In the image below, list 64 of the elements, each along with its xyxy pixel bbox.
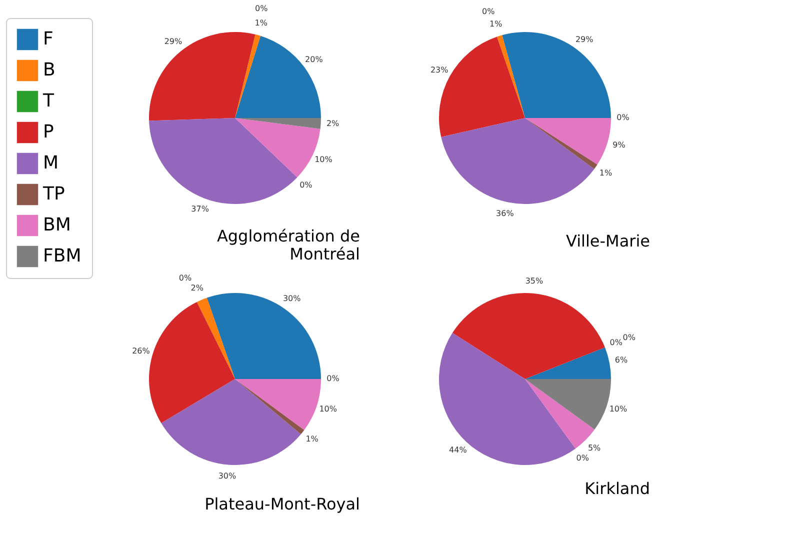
- data-label: 37%: [191, 204, 210, 214]
- pie-slice: [496, 35, 525, 118]
- pie-slice: [235, 118, 321, 129]
- text: 0%: [482, 7, 495, 16]
- data-label: 20%: [305, 54, 324, 64]
- pie-slice: [452, 293, 605, 379]
- pie-slice: [161, 379, 301, 465]
- pie-slice: [206, 293, 321, 379]
- data-label: 6%: [614, 356, 628, 365]
- data-label: 1%: [306, 434, 319, 444]
- pie-slice: [235, 36, 321, 118]
- legend-label: FBM: [43, 246, 82, 266]
- pie-slice: [525, 379, 611, 430]
- text: Plateau-Mont-Royal: [204, 494, 360, 514]
- text: Kirkland: [584, 479, 650, 498]
- data-label: 1%: [490, 19, 503, 28]
- data-label: 2%: [190, 284, 204, 293]
- pie-slice: [235, 34, 261, 118]
- data-label: 1%: [599, 168, 612, 178]
- data-label: 30%: [282, 294, 302, 304]
- data-label: 1%: [254, 18, 268, 28]
- data-label: 10%: [314, 155, 333, 164]
- legend-label: B: [43, 60, 56, 80]
- text: 0%: [255, 4, 268, 14]
- pie-slice: [439, 332, 576, 465]
- pie-slice: [149, 118, 298, 204]
- data-label: 26%: [132, 346, 150, 356]
- text: Ville-Marie: [566, 232, 650, 251]
- data-label: 44%: [449, 445, 468, 454]
- data-label: 10%: [319, 404, 338, 414]
- text: 0%: [622, 332, 636, 342]
- pie-slice: [525, 118, 598, 169]
- legend-label: T: [42, 90, 55, 112]
- pie-slice: [149, 302, 235, 424]
- text: 0%: [300, 180, 312, 190]
- data-label: 5%: [588, 443, 602, 452]
- text: Agglomération de Montréal: [216, 226, 360, 264]
- data-label: 10%: [609, 404, 628, 414]
- pie-slice: [196, 298, 235, 379]
- data-label: 35%: [525, 276, 544, 286]
- legend-label: F: [43, 28, 54, 50]
- pie-slice: [235, 379, 321, 430]
- data-label: 29%: [575, 35, 594, 44]
- text: 0%: [610, 338, 622, 347]
- legend-label: P: [43, 122, 54, 142]
- legend-label: M: [43, 152, 59, 174]
- pie-slice: [502, 32, 611, 118]
- text: 0%: [326, 374, 340, 383]
- text: 0%: [178, 274, 192, 283]
- data-label: 30%: [218, 472, 237, 481]
- text: 0%: [576, 453, 589, 462]
- data-label: 29%: [164, 36, 182, 46]
- data-label: 9%: [612, 140, 626, 150]
- legend-label: BM: [43, 214, 71, 236]
- pie-slice: [149, 32, 256, 121]
- data-label: 23%: [430, 65, 449, 74]
- legend-label: TP: [42, 184, 65, 204]
- pie-slice: [525, 118, 611, 164]
- pie-slice: [235, 379, 304, 434]
- pie-slice: [525, 347, 611, 379]
- text: 0%: [616, 113, 630, 122]
- data-label: 2%: [326, 119, 340, 128]
- data-label: 36%: [496, 208, 514, 218]
- pie-slice: [441, 118, 594, 204]
